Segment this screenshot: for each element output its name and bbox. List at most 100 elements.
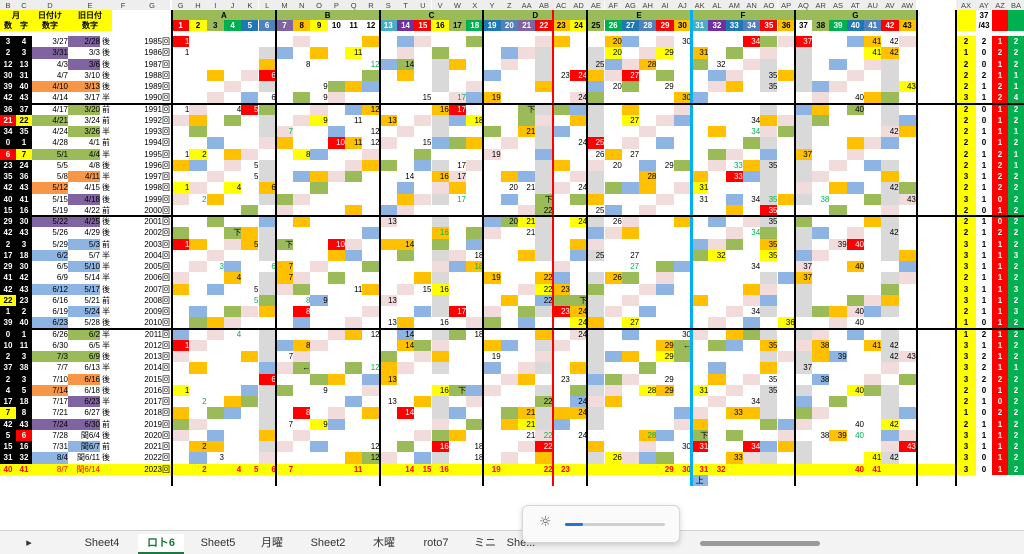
summary-count[interactable]: 2: [956, 396, 976, 408]
draw-date[interactable]: 3/31: [32, 47, 68, 59]
grid-cell[interactable]: [673, 351, 691, 363]
grid-cell[interactable]: [587, 384, 605, 396]
month-number[interactable]: 41: [16, 463, 32, 475]
drawn-number[interactable]: 6: [271, 183, 276, 193]
grid-cell[interactable]: [189, 362, 207, 374]
grid-cell[interactable]: [293, 351, 311, 363]
grid-cell[interactable]: [518, 283, 536, 295]
month-number[interactable]: 1: [16, 328, 32, 340]
grid-cell[interactable]: [206, 69, 224, 81]
drawn-number[interactable]: 25: [595, 205, 605, 215]
grid-cell[interactable]: [448, 249, 467, 261]
summary-count[interactable]: 3: [956, 339, 976, 351]
month-number[interactable]: 2: [0, 373, 16, 385]
grid-cell[interactable]: [431, 47, 449, 59]
grid-cell[interactable]: [725, 429, 743, 441]
draw-slot[interactable]: 半: [102, 127, 110, 136]
grid-cell[interactable]: [500, 294, 518, 306]
grid-cell[interactable]: [258, 182, 276, 194]
summary-count[interactable]: 1: [992, 238, 1008, 250]
number-header[interactable]: 26: [604, 20, 622, 31]
drawn-number[interactable]: 2: [189, 441, 207, 453]
grid-cell[interactable]: [587, 249, 605, 261]
lunar-date[interactable]: 3/20: [68, 103, 100, 115]
grid-cell[interactable]: [639, 283, 657, 295]
grid-cell[interactable]: [881, 126, 899, 138]
grid-cell[interactable]: [379, 204, 397, 216]
summary-count[interactable]: 1: [976, 441, 992, 453]
summary-count[interactable]: 1: [956, 407, 976, 419]
grid-cell[interactable]: [466, 261, 484, 273]
grid-cell[interactable]: [206, 249, 224, 261]
grid-cell[interactable]: [742, 317, 761, 329]
grid-cell[interactable]: [760, 81, 778, 93]
drawn-number[interactable]: 9: [323, 385, 328, 395]
grid-cell[interactable]: [223, 148, 242, 160]
lunar-date[interactable]: 5/14: [68, 272, 100, 284]
grid-cell[interactable]: [881, 407, 899, 419]
column-letter-header[interactable]: AX: [956, 0, 976, 10]
grid-cell[interactable]: [241, 351, 259, 363]
grid-cell[interactable]: [604, 58, 622, 70]
drawn-number[interactable]: 4: [236, 464, 242, 474]
draw-number[interactable]: 1987回: [144, 59, 170, 69]
month-number[interactable]: 3: [16, 351, 32, 363]
grid-cell[interactable]: [345, 81, 363, 93]
summary-count[interactable]: 3: [956, 429, 976, 441]
summary-count[interactable]: 2: [1008, 216, 1024, 228]
drawn-number[interactable]: 1: [184, 149, 190, 159]
grid-cell[interactable]: [708, 126, 726, 138]
summary-count[interactable]: 1: [992, 69, 1008, 81]
draw-slot[interactable]: 後: [102, 408, 110, 418]
draw-number[interactable]: 1990回: [144, 93, 170, 103]
draw-date[interactable]: 7/31: [32, 441, 68, 453]
draw-number[interactable]: 2008回: [144, 295, 170, 305]
month-number[interactable]: 36: [16, 171, 32, 183]
drawn-number[interactable]: 32: [716, 59, 726, 69]
draw-number[interactable]: 2010回: [144, 318, 170, 328]
summary-count[interactable]: 1: [956, 328, 976, 340]
grid-cell[interactable]: [258, 441, 276, 453]
drawn-number[interactable]: 2: [189, 148, 207, 160]
drawn-number[interactable]: 35: [768, 385, 778, 395]
grid-cell[interactable]: [552, 294, 570, 306]
grid-cell[interactable]: [794, 418, 813, 430]
draw-date[interactable]: 6/5: [32, 261, 68, 273]
drawn-number[interactable]: 24: [578, 329, 588, 339]
grid-cell[interactable]: [223, 407, 242, 419]
drawn-number[interactable]: 8: [293, 148, 311, 160]
column-letter-header[interactable]: AN: [742, 0, 761, 10]
drawn-number[interactable]: 42: [889, 37, 899, 46]
draw-date[interactable]: 6/26: [32, 328, 68, 340]
summary-count[interactable]: 1: [976, 81, 992, 93]
grid-cell[interactable]: [275, 283, 294, 295]
grid-cell[interactable]: [379, 362, 397, 374]
grid-cell[interactable]: [760, 396, 778, 408]
summary-count[interactable]: 2: [1008, 418, 1024, 430]
grid-cell[interactable]: [708, 317, 726, 329]
grid-cell[interactable]: [379, 114, 397, 126]
number-header[interactable]: 5: [241, 20, 259, 31]
spacer-cell[interactable]: [112, 126, 134, 137]
grid-cell[interactable]: [362, 384, 380, 396]
drawn-number[interactable]: 35: [760, 238, 778, 250]
drawn-number[interactable]: 30: [682, 329, 691, 339]
column-letter-header[interactable]: N: [293, 0, 311, 10]
draw-number[interactable]: 2016回: [144, 385, 170, 395]
draw-slot[interactable]: 半: [102, 149, 110, 159]
draw-date[interactable]: 6/30: [32, 339, 68, 351]
zoom-slider[interactable]: [565, 523, 665, 526]
draw-number[interactable]: 1992回: [144, 115, 170, 125]
month-number[interactable]: 43: [16, 182, 32, 194]
grid-cell[interactable]: [621, 58, 640, 70]
grid-cell[interactable]: [621, 103, 640, 115]
drawn-number[interactable]: 24: [578, 397, 588, 406]
number-header[interactable]: 23: [552, 20, 570, 31]
drawn-number[interactable]: 21: [518, 407, 536, 419]
spacer-cell[interactable]: [112, 36, 134, 47]
grid-cell[interactable]: [760, 137, 778, 149]
grid-cell[interactable]: [414, 36, 432, 48]
column-letter-header[interactable]: P: [327, 0, 345, 10]
grid-cell[interactable]: [569, 238, 588, 250]
grid-cell[interactable]: [846, 36, 864, 48]
